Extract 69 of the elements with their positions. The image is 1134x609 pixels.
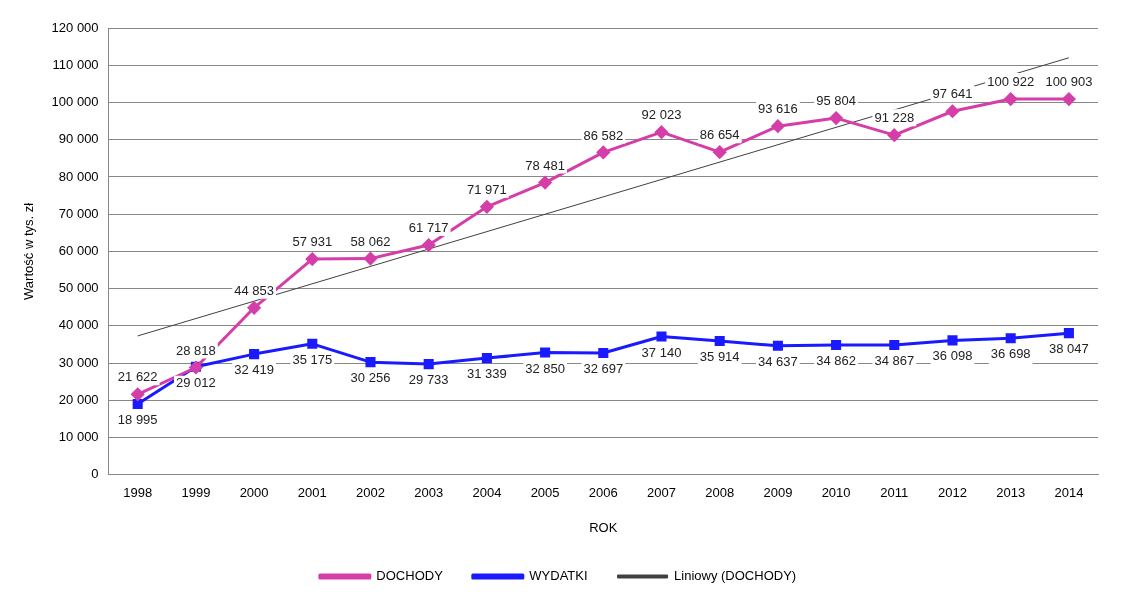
data-label: 32 419: [234, 362, 274, 378]
y-tick-label: 100 000: [51, 94, 99, 110]
x-tick-label: 2000: [239, 485, 269, 501]
y-tick-label: 0: [91, 466, 99, 482]
data-label: 36 098: [932, 348, 973, 364]
y-tick-label: 70 000: [58, 205, 99, 221]
x-tick-label: 2009: [763, 485, 793, 501]
data-label: 93 616: [758, 101, 798, 117]
x-tick-label: 1999: [181, 485, 211, 501]
x-tick-label: 2014: [1054, 485, 1084, 501]
data-label: 35 914: [699, 349, 740, 365]
x-tick-label: 2008: [705, 485, 735, 501]
data-label: 28 818: [176, 342, 216, 358]
x-axis-title: ROK: [589, 519, 618, 535]
data-label: 36 698: [990, 346, 1031, 362]
data-label: 100 903: [1045, 74, 1093, 90]
y-tick-label: 50 000: [58, 280, 99, 296]
data-label: 30 256: [350, 370, 391, 386]
x-tick-label: 2010: [821, 485, 851, 501]
data-label: 57 931: [292, 234, 333, 250]
data-label: 86 582: [583, 127, 624, 143]
x-tick-label: 2007: [647, 485, 676, 501]
data-label: 21 622: [117, 369, 158, 385]
y-tick-label: 110 000: [52, 56, 99, 72]
data-label: 38 047: [1049, 341, 1089, 357]
data-label: 44 853: [234, 282, 274, 298]
y-axis-title: Wartość w tys. zł: [21, 202, 37, 300]
data-label: 58 062: [350, 233, 391, 249]
data-label: 95 804: [816, 93, 856, 109]
legend-label: Liniowy (DOCHODY): [674, 568, 797, 584]
y-tick-label: 40 000: [58, 317, 99, 333]
data-label: 37 140: [641, 344, 682, 360]
data-label: 18 995: [117, 412, 158, 428]
x-tick-label: 2003: [414, 485, 444, 501]
data-label: 32 697: [583, 361, 624, 377]
data-label: 97 641: [932, 86, 973, 102]
data-label: 35 175: [292, 351, 333, 367]
x-tick-label: 2011: [880, 485, 909, 501]
data-label: 29 012: [176, 374, 216, 390]
data-label: 31 339: [467, 366, 507, 382]
y-tick-label: 120 000: [51, 19, 99, 35]
x-tick-label: 1998: [123, 485, 153, 501]
data-label: 92 023: [641, 107, 682, 123]
y-tick-label: 30 000: [58, 354, 99, 370]
x-tick-label: 2002: [356, 485, 385, 501]
x-tick-label: 2006: [588, 485, 618, 501]
data-label: 100 922: [987, 74, 1035, 90]
data-label: 86 654: [699, 127, 740, 143]
data-label: 32 850: [525, 360, 565, 376]
data-label: 91 228: [874, 110, 915, 126]
data-label: 34 867: [874, 353, 915, 369]
x-tick-label: 2012: [938, 485, 967, 501]
data-label: 29 733: [408, 372, 449, 388]
y-tick-label: 10 000: [58, 429, 99, 445]
legend-label: WYDATKI: [529, 568, 588, 584]
x-tick-label: 2005: [530, 485, 560, 501]
data-label: 34 637: [758, 353, 798, 369]
data-label: 71 971: [467, 181, 507, 197]
x-tick-label: 2001: [297, 485, 327, 501]
legend-label: DOCHODY: [376, 568, 444, 584]
data-label: 61 717: [408, 220, 449, 236]
data-label: 34 862: [816, 353, 856, 369]
y-tick-label: 80 000: [58, 168, 99, 184]
y-tick-label: 20 000: [58, 391, 99, 407]
y-tick-label: 60 000: [58, 242, 99, 258]
y-tick-label: 90 000: [58, 131, 99, 147]
x-tick-label: 2004: [472, 485, 502, 501]
x-tick-label: 2013: [996, 485, 1026, 501]
data-label: 78 481: [525, 157, 565, 173]
